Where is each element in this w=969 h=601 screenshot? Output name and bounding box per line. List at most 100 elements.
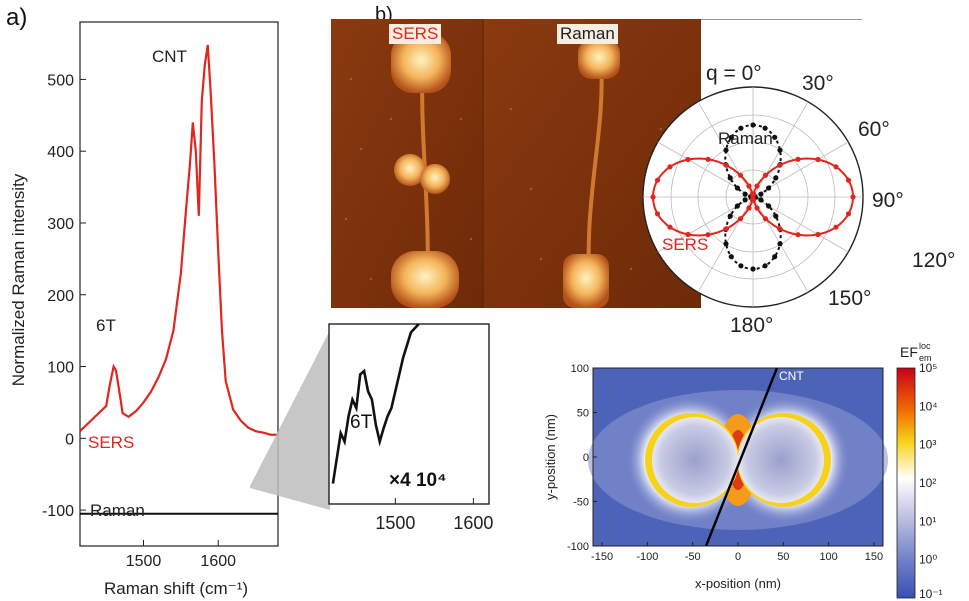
polar-raman-point — [777, 241, 783, 247]
inset-frame — [328, 323, 490, 505]
spectrum-x-tick-label: 1600 — [200, 553, 236, 570]
polar-sers-point — [777, 162, 783, 168]
inset-x-tick-label: 1500 — [375, 513, 415, 533]
spectrum-y-label: Normalized Raman intensity — [9, 173, 28, 386]
polar-sers-point — [749, 197, 756, 203]
raman-particle-bottom — [563, 254, 609, 308]
field-map-x-tick-label: 50 — [777, 551, 789, 563]
polar-raman-point — [758, 191, 764, 197]
polar-raman-label: Raman — [718, 129, 773, 148]
colorbar-tick-label: 10⁵ — [919, 361, 937, 375]
polar-angle-150: 150° — [828, 287, 871, 310]
field-map-x-tick-label: 100 — [819, 551, 837, 563]
spectrum-y-tick-label: 200 — [47, 288, 74, 305]
sers-spectrum-line — [79, 44, 278, 436]
polar-raman-point — [742, 197, 748, 203]
colorbar-tick-label: 10⁴ — [919, 399, 938, 413]
polar-sers-point — [815, 156, 821, 163]
colorbar-tick-label: 10² — [919, 476, 936, 490]
polar-raman-point — [728, 134, 734, 140]
inset-x-ticks: 1500 1600 — [375, 498, 493, 533]
field-map-x-tick-label: 0 — [735, 551, 741, 563]
field-sphere-right — [738, 417, 824, 503]
gold-particle-mid-right — [420, 164, 450, 194]
spectrum-y-tick-label: 300 — [47, 216, 74, 233]
raman-annotation: Raman — [90, 501, 145, 520]
polar-raman-point — [727, 175, 733, 181]
field-colorbar-ticks: 10⁵ 10⁴ 10³ 10² 10¹ 10⁰ 10⁻¹ — [919, 361, 943, 600]
polar-sers-point — [762, 172, 769, 178]
colorbar-superscript: loc — [919, 341, 931, 351]
polar-raman-point — [772, 254, 778, 260]
polar-sers-point — [737, 172, 744, 178]
polar-raman-point — [773, 175, 779, 181]
zoom-wedge — [250, 330, 330, 510]
polar-q-label: q = 0° — [706, 62, 762, 85]
polar-raman-point — [766, 185, 772, 191]
polar-sers-point — [777, 226, 783, 232]
field-map-x-tick-label: -50 — [685, 551, 701, 563]
gold-particle-top — [391, 33, 451, 93]
polar-sers-point — [815, 231, 821, 238]
6t-annotation: 6T — [96, 316, 116, 335]
polar-angle-120: 120° — [912, 249, 955, 272]
polar-raman-point — [742, 191, 748, 197]
polar-raman-point — [723, 241, 729, 247]
spectrum-y-tick-label: 0 — [65, 431, 74, 448]
spectrum-y-tick-label: -100 — [42, 503, 74, 520]
polar-raman-point — [772, 134, 778, 140]
afm-sers-label: SERS — [389, 24, 442, 44]
polar-sers-point — [650, 194, 656, 200]
inset-chart: 1500 1600 6T ×4 10⁴ — [328, 323, 493, 533]
panel-a-letter: a) — [6, 4, 28, 31]
field-map-y-tick-label: 50 — [577, 408, 589, 420]
field-map-x-tick-label: -150 — [591, 551, 613, 563]
colorbar-tick-label: 10⁻¹ — [919, 587, 943, 600]
field-map-y-tick-label: 100 — [571, 363, 589, 375]
raman-particle-top — [578, 39, 620, 79]
polar-sers-point — [667, 224, 673, 230]
cnt-annotation: CNT — [152, 47, 187, 66]
polar-sers-point — [833, 164, 839, 170]
spectrum-x-ticks: 1500 1600 — [126, 540, 236, 570]
polar-raman-point — [723, 147, 729, 153]
field-map-y-tick-label: 0 — [583, 452, 589, 464]
polar-sers-point — [746, 183, 752, 189]
field-map-y-tick-label: -100 — [567, 541, 589, 553]
polar-sers-points — [650, 156, 856, 238]
polar-sers-point — [654, 211, 661, 217]
polar-sers-point — [762, 216, 769, 222]
colorbar-tick-label: 10¹ — [919, 514, 936, 528]
polar-sers-point — [749, 191, 756, 197]
field-map-y-tick-label: -50 — [573, 497, 589, 509]
polar-raman-point — [777, 147, 783, 153]
colorbar-title: EF — [900, 344, 918, 360]
polar-angle-60: 60° — [858, 118, 890, 141]
polar-sers-point — [845, 211, 852, 217]
polar-sers-point — [705, 156, 711, 162]
polar-sers-label: SERS — [662, 235, 708, 254]
polar-raman-point — [738, 263, 744, 269]
polar-raman-point — [734, 185, 740, 191]
polar-sers-point — [754, 183, 760, 189]
polar-raman-point — [728, 254, 734, 260]
polar-sers-point — [685, 156, 691, 163]
polar-sers-point — [723, 162, 729, 168]
polar-sers-point — [654, 177, 661, 183]
polar-angle-90: 90° — [872, 189, 904, 212]
polar-chart: q = 0° 30° 60° 90° 120° 150° 180° Raman … — [642, 62, 955, 337]
spectrum-y-tick-label: 100 — [47, 360, 74, 377]
field-map-x-tick-label: 150 — [865, 551, 883, 563]
spectrum-x-tick-label: 1500 — [126, 553, 162, 570]
spectrum-y-ticks: -100 0 100 200 300 400 500 — [42, 72, 86, 520]
polar-raman-point — [750, 122, 756, 128]
field-cnt-label: CNT — [779, 369, 804, 383]
polar-raman-point — [762, 125, 768, 131]
polar-raman-point — [738, 125, 744, 131]
gold-particle-bottom — [391, 251, 459, 308]
polar-sers-point — [746, 205, 752, 211]
colorbar-tick-label: 10⁰ — [919, 553, 937, 567]
polar-raman-point — [773, 213, 779, 219]
field-map-x-label: x-position (nm) — [695, 576, 781, 591]
